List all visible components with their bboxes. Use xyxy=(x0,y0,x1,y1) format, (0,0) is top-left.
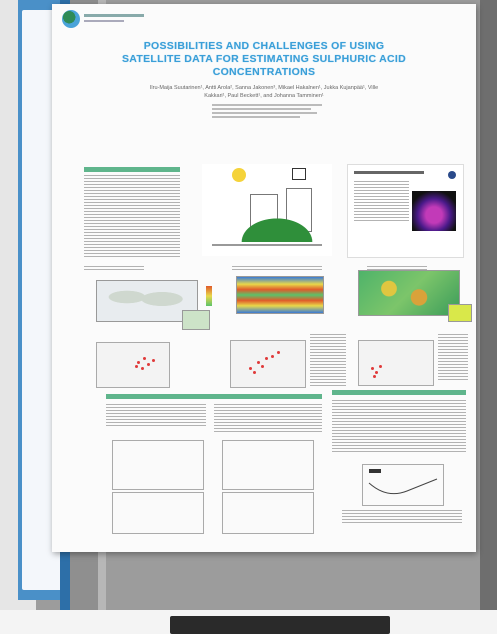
references-text xyxy=(342,510,462,524)
time-series-text-left xyxy=(106,404,206,426)
scatter-plot-1 xyxy=(96,342,170,388)
world-map-left xyxy=(96,280,198,322)
curve-line xyxy=(368,478,438,495)
purple-satellite-image xyxy=(412,191,456,231)
section-header-conclusions xyxy=(332,390,466,395)
sun-icon xyxy=(232,168,246,182)
chart-legend xyxy=(369,469,381,473)
conclusions-chart xyxy=(362,464,444,506)
measurement-scheme-diagram xyxy=(202,164,332,256)
section-header-time-series xyxy=(106,394,322,399)
logo-subtext xyxy=(84,20,124,22)
global-band-map xyxy=(236,276,324,314)
title-line-2: SATELLITE DATA FOR ESTIMATING SULPHURIC … xyxy=(121,53,407,65)
conclusions-text xyxy=(332,400,466,452)
authors-line-2: Kakkari¹, Paul Beckett¹, and Johanna Tam… xyxy=(204,93,324,99)
section-header-introduction xyxy=(84,167,180,172)
institute-logo xyxy=(62,10,80,28)
regional-map-inset xyxy=(448,304,472,322)
title-line-1: POSSIBILITIES AND CHALLENGES OF USING xyxy=(143,40,385,52)
satellite-icon xyxy=(292,168,306,180)
regional-map xyxy=(358,270,460,316)
map-caption-center xyxy=(232,266,322,271)
time-series-text-right xyxy=(214,404,322,434)
map-colorbar xyxy=(206,286,212,306)
map-caption-right xyxy=(367,266,427,271)
time-series-chart-2 xyxy=(222,440,314,490)
scatter-plot-3 xyxy=(358,340,434,386)
map-inset xyxy=(182,310,210,330)
scatter-plot-2 xyxy=(230,340,306,388)
scatter-commentary xyxy=(310,334,346,386)
introduction-text xyxy=(84,175,180,257)
authors: Ilru-Maija Suutarinen¹, Antti Arola², Sa… xyxy=(92,84,436,100)
title-line-3: CONCENTRATIONS xyxy=(212,66,316,78)
vegetation-illustration xyxy=(232,212,322,242)
logo-text xyxy=(84,14,144,17)
results-panel xyxy=(347,164,464,258)
map-caption-left xyxy=(84,266,144,272)
panel-heading xyxy=(354,171,424,174)
time-series-chart-4 xyxy=(222,492,314,534)
poster-title: POSSIBILITIES AND CHALLENGES OF USING SA… xyxy=(72,40,456,79)
ground-line xyxy=(212,244,322,246)
panel-text xyxy=(354,181,409,223)
board-right-edge xyxy=(480,0,497,610)
authors-line-1: Ilru-Maija Suutarinen¹, Antti Arola², Sa… xyxy=(149,85,379,91)
affiliations xyxy=(212,104,322,120)
board-stand xyxy=(170,616,390,634)
small-logo-icon xyxy=(448,171,456,179)
time-series-chart-3 xyxy=(112,492,204,534)
time-series-chart-1 xyxy=(112,440,204,490)
scatter-notes xyxy=(438,334,468,382)
scientific-poster: POSSIBILITIES AND CHALLENGES OF USING SA… xyxy=(52,4,476,552)
